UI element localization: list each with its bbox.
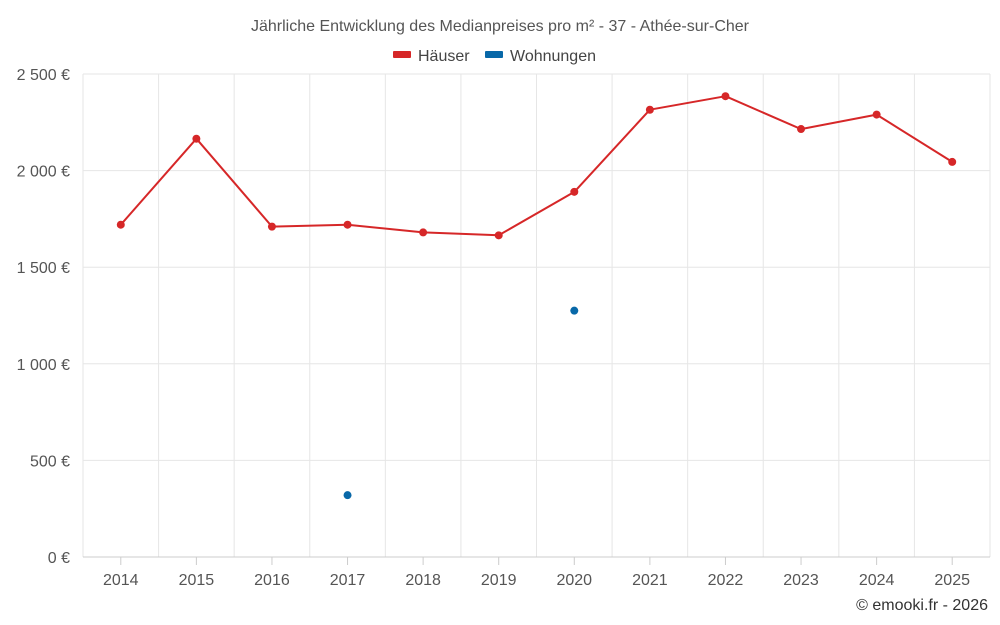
x-tick-label: 2017 xyxy=(330,572,366,589)
y-tick-label: 0 € xyxy=(48,550,70,567)
series-line-haeuser xyxy=(120,95,953,237)
y-tick-label: 2 000 € xyxy=(17,164,70,181)
x-axis: 2014 2015 2016 2017 2018 2019 2020 2021 2022 2023… xyxy=(83,556,990,589)
data-point-haeuser[interactable] xyxy=(645,105,654,114)
y-tick-label: 2 500 € xyxy=(17,67,70,84)
data-point-wohnungen[interactable] xyxy=(343,491,352,500)
legend-item-wohnungen[interactable]: Wohnungen xyxy=(485,48,596,65)
y-tick-label: 500 € xyxy=(30,453,70,470)
x-tick-label: 2019 xyxy=(481,572,517,589)
x-tick-label: 2015 xyxy=(179,572,215,589)
legend-label-haeuser: Häuser xyxy=(418,48,470,65)
series xyxy=(116,92,957,500)
legend-label-wohnungen: Wohnungen xyxy=(510,48,596,65)
legend-swatch-wohnungen xyxy=(485,51,503,58)
y-tick-label: 1 500 € xyxy=(17,260,70,277)
x-tick-label: 2016 xyxy=(254,572,290,589)
data-point-wohnungen[interactable] xyxy=(570,306,579,315)
chart-title: Jährliche Entwicklung des Medianpreises … xyxy=(251,18,750,35)
x-tick-label: 2023 xyxy=(783,572,819,589)
x-tick-label: 2022 xyxy=(708,572,744,589)
legend-swatch-haeuser xyxy=(393,51,411,58)
y-axis: 0 € 500 € 1 000 € 1 500 € 2 000 € 2 500 € xyxy=(17,67,70,567)
data-point-haeuser[interactable] xyxy=(267,222,276,231)
data-point-haeuser[interactable] xyxy=(570,187,579,196)
data-point-haeuser[interactable] xyxy=(419,228,428,237)
grid xyxy=(82,73,991,557)
data-point-haeuser[interactable] xyxy=(797,125,806,134)
data-point-haeuser[interactable] xyxy=(192,134,201,143)
x-tick-label: 2020 xyxy=(556,572,592,589)
y-tick-label: 1 000 € xyxy=(17,357,70,374)
data-point-haeuser[interactable] xyxy=(494,231,503,240)
credit: © emooki.fr - 2026 xyxy=(856,597,988,614)
legend: Häuser Wohnungen xyxy=(393,48,596,65)
x-tick-label: 2025 xyxy=(934,572,970,589)
x-tick-label: 2018 xyxy=(405,572,441,589)
legend-item-haeuser[interactable]: Häuser xyxy=(393,48,470,65)
x-tick-label: 2014 xyxy=(103,572,139,589)
x-tick-label: 2024 xyxy=(859,572,895,589)
data-point-haeuser[interactable] xyxy=(872,110,881,119)
data-point-haeuser[interactable] xyxy=(116,220,125,229)
x-tick-label: 2021 xyxy=(632,572,668,589)
data-point-haeuser[interactable] xyxy=(948,157,957,166)
data-point-haeuser[interactable] xyxy=(343,220,352,229)
data-point-haeuser[interactable] xyxy=(721,92,730,101)
